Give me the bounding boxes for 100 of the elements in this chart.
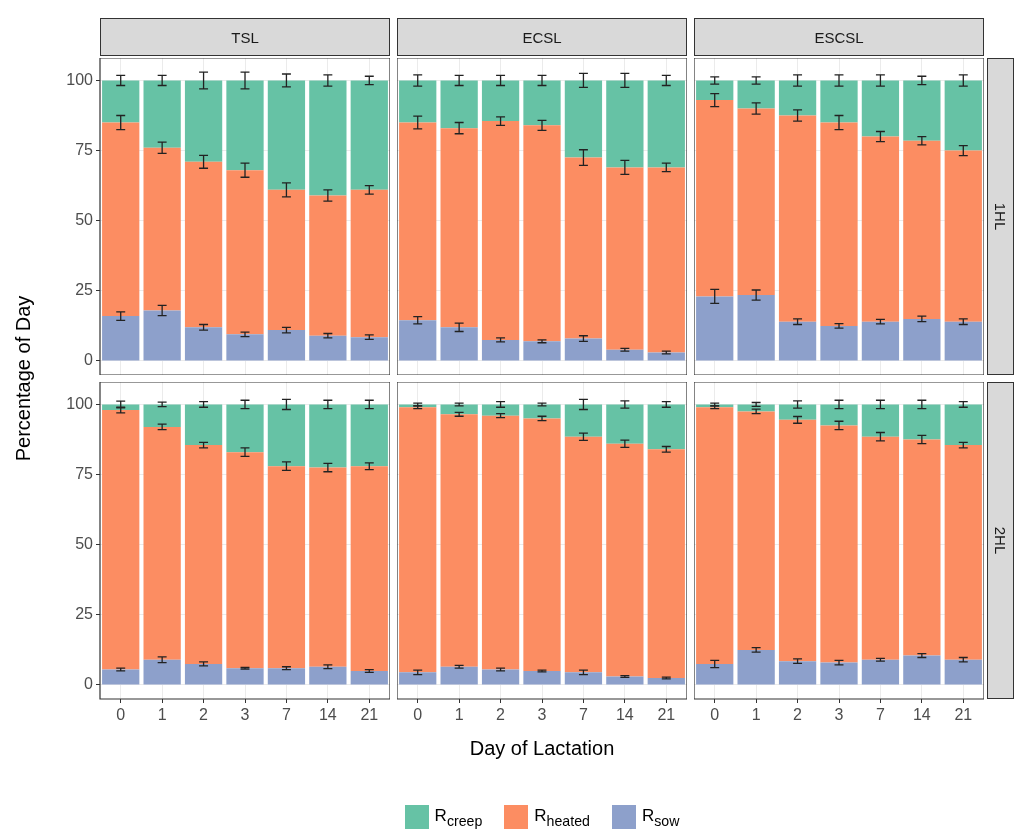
bar [143, 147, 181, 311]
bar [861, 80, 900, 137]
bar [647, 449, 685, 678]
bar [184, 445, 223, 664]
bar [861, 136, 900, 322]
x-tick-label: 1 [157, 706, 167, 724]
y-tick-label: 100 [66, 394, 94, 412]
y-tick-label: 0 [84, 351, 94, 369]
bar [861, 659, 900, 685]
bar [778, 661, 817, 685]
bar [481, 415, 520, 670]
bar [184, 663, 223, 685]
bar [778, 80, 817, 116]
bar [267, 189, 306, 331]
bar [696, 296, 734, 361]
bar [481, 80, 520, 122]
bar [143, 80, 181, 148]
bar [737, 80, 775, 109]
bar [143, 426, 181, 660]
x-tick-label: 2 [793, 706, 803, 724]
chart-title: ECSL [397, 18, 687, 56]
y-tick-label: 75 [75, 464, 94, 482]
bar [606, 167, 644, 350]
x-tick-label: 0 [710, 706, 720, 724]
bar [778, 419, 817, 662]
bar [399, 407, 437, 673]
bar [903, 404, 941, 440]
bar [944, 321, 982, 361]
bar [820, 425, 858, 663]
bar [350, 670, 388, 685]
x-tick-label: 1 [454, 706, 464, 724]
y-tick-label: 75 [75, 140, 94, 158]
bar [564, 80, 603, 158]
bar [523, 670, 561, 685]
bar [309, 335, 347, 361]
x-tick-label: 21 [360, 706, 379, 724]
bar [399, 80, 437, 123]
bar [481, 121, 520, 340]
x-tick-label: 14 [912, 706, 931, 724]
bar [944, 659, 982, 685]
bar [143, 404, 181, 427]
bar [267, 668, 306, 685]
bar [143, 659, 181, 685]
x-tick-label: 7 [281, 706, 291, 724]
bar [350, 337, 388, 361]
bar [944, 80, 982, 151]
bar [399, 320, 437, 361]
bar [440, 414, 478, 667]
bar [944, 404, 982, 446]
bar [440, 128, 478, 328]
bar [226, 452, 264, 669]
x-tick-label: 3 [834, 706, 844, 724]
y2-axis-title: 2HL [992, 526, 1009, 555]
bar [309, 195, 347, 336]
bar [399, 672, 437, 685]
bar [102, 404, 140, 411]
x-tick-label: 3 [240, 706, 250, 724]
bar [696, 80, 734, 101]
bar [944, 445, 982, 660]
bar [440, 666, 478, 685]
x-tick-label: 0 [116, 706, 126, 724]
bar [440, 80, 478, 129]
chart-title: ESCSL [694, 18, 984, 56]
bar [523, 404, 561, 419]
bar [778, 404, 817, 420]
bar [820, 80, 858, 123]
y-tick-label: 25 [75, 605, 94, 623]
y-tick-label: 0 [84, 675, 94, 693]
bar [696, 407, 734, 664]
x-tick-label: 21 [954, 706, 973, 724]
y-tick-label: 25 [75, 281, 94, 299]
bar [440, 327, 478, 361]
bar [696, 663, 734, 685]
bar [861, 436, 900, 660]
bar [267, 80, 306, 190]
x-tick-label: 21 [657, 706, 676, 724]
bar [903, 439, 941, 656]
bar [606, 404, 644, 444]
bar [226, 170, 264, 335]
bar [903, 80, 941, 141]
bar [523, 341, 561, 361]
bar [102, 316, 140, 361]
bar [399, 404, 437, 408]
bar [184, 161, 223, 328]
bar [820, 662, 858, 685]
bar [350, 404, 388, 467]
x-tick-label: 0 [413, 706, 423, 724]
bar [647, 80, 685, 168]
bar [523, 80, 561, 126]
bar [350, 466, 388, 671]
bar [820, 122, 858, 326]
bar [564, 436, 603, 673]
bar [184, 327, 223, 361]
bar [350, 189, 388, 338]
bar [606, 443, 644, 677]
legend-label: R$_{creep}$ [433, 805, 483, 829]
bar [267, 404, 306, 467]
bar [647, 167, 685, 353]
bar [102, 80, 140, 123]
legend-label: R$_{heated}$ [533, 805, 590, 829]
